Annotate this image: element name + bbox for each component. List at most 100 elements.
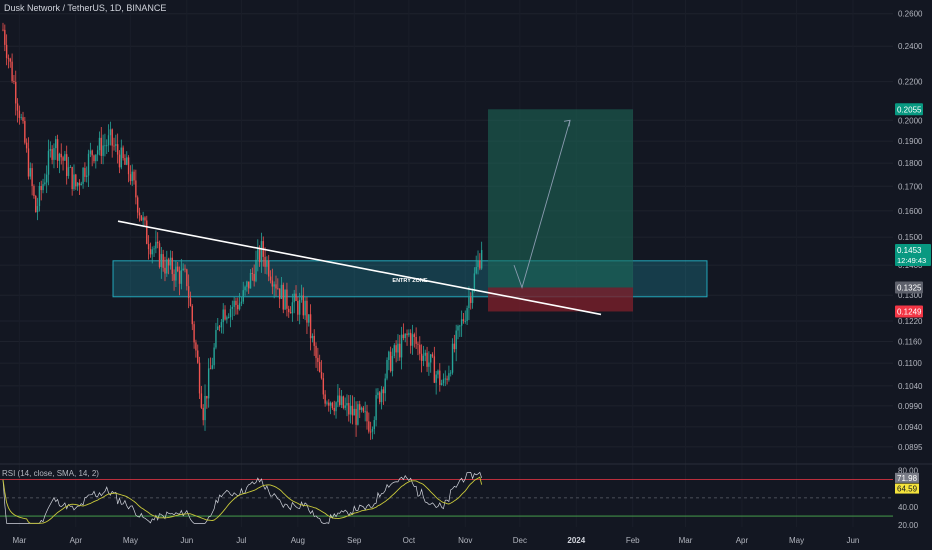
candle-body <box>369 431 372 433</box>
candle-body <box>326 402 328 404</box>
candle-body <box>395 345 397 353</box>
candle-body <box>435 374 437 383</box>
candle-body <box>470 297 472 303</box>
rsi-line <box>2 471 482 524</box>
candle-body <box>280 284 283 299</box>
candlestick-series <box>2 22 483 440</box>
candle-body <box>162 254 164 268</box>
candle-body <box>328 402 330 406</box>
candle-body <box>293 293 295 303</box>
candle-body <box>195 342 197 351</box>
candle-body <box>255 259 257 282</box>
candle-body <box>273 284 275 287</box>
candle-body <box>118 154 121 168</box>
candle-body <box>42 184 44 191</box>
candle-body <box>253 273 255 282</box>
candle-body <box>277 288 279 290</box>
candle-body <box>371 428 374 432</box>
annotation-zones: ENTRY ZONE <box>112 109 708 312</box>
candle-body <box>33 186 35 197</box>
candle-body <box>142 217 144 221</box>
candle-body <box>89 150 92 154</box>
candle-body <box>333 407 335 412</box>
candle-body <box>109 129 112 136</box>
candle-body <box>45 174 48 183</box>
candle-body <box>16 103 19 111</box>
time-tick-label: Oct <box>403 536 416 545</box>
drawing-layer[interactable] <box>117 119 602 316</box>
rsi-tick-label: 80.00 <box>898 467 919 476</box>
candle-body <box>257 248 259 260</box>
time-tick-label: May <box>789 536 804 545</box>
price-tick-label: 0.0940 <box>898 423 923 432</box>
candle-body <box>126 157 128 165</box>
candle-body <box>69 167 72 168</box>
candle-body <box>380 389 383 403</box>
candle-body <box>271 280 274 287</box>
candle-body <box>402 334 405 339</box>
candle-body <box>184 268 186 270</box>
candle-body <box>91 150 93 156</box>
candle-body <box>82 168 84 184</box>
candle-body <box>115 144 117 146</box>
candle-body <box>227 317 230 318</box>
candle-body <box>317 357 319 362</box>
candle-body <box>393 345 395 356</box>
candle-body <box>51 149 53 160</box>
price-tick-label: 0.2400 <box>898 42 923 51</box>
target-price-label: 0.2055 <box>897 105 922 114</box>
candle-body <box>331 402 334 408</box>
candle-body <box>206 395 208 399</box>
candle-body <box>160 254 163 267</box>
candle-body <box>399 343 401 358</box>
candle-body <box>7 57 10 59</box>
candle-body <box>153 248 155 250</box>
price-tick-label: 0.1300 <box>898 291 923 300</box>
candle-body <box>76 182 79 187</box>
candle-body <box>71 167 73 190</box>
candle-body <box>286 289 288 309</box>
candle-body <box>56 139 59 161</box>
candle-body <box>93 155 95 162</box>
candle-body <box>417 343 419 345</box>
candle-body <box>324 394 326 404</box>
time-tick-label: Apr <box>70 536 83 545</box>
candle-body <box>9 58 11 62</box>
candle-body <box>224 309 226 320</box>
candle-body <box>451 343 454 373</box>
candle-body <box>40 186 42 191</box>
time-axis[interactable]: Mar Apr May Jun Jul Aug Sep Oct Nov Dec 2024 Feb Mar… <box>12 536 859 545</box>
candle-body <box>337 395 339 403</box>
candle-body <box>266 260 268 267</box>
stop-price-label-bg <box>895 305 923 318</box>
candle-body <box>384 378 386 394</box>
candle-body <box>320 372 323 379</box>
time-tick-label: May <box>123 536 138 545</box>
candle-body <box>453 343 456 350</box>
candle-body <box>424 352 426 356</box>
candle-body <box>36 206 39 213</box>
price-tick-label: 0.2600 <box>898 10 923 19</box>
candle-body <box>249 273 252 289</box>
candle-body <box>217 326 219 331</box>
candle-body <box>64 154 66 161</box>
candle-body <box>124 158 126 165</box>
candle-body <box>473 273 476 291</box>
candle-body <box>360 407 363 410</box>
candle-body <box>419 344 421 354</box>
candle-body <box>226 317 228 320</box>
candle-body <box>107 135 110 146</box>
time-tick-label: 2024 <box>567 536 585 545</box>
candle-body <box>275 284 277 289</box>
candle-body <box>146 220 148 244</box>
candle-body <box>166 259 168 274</box>
candle-body <box>138 212 141 216</box>
candle-body <box>238 303 241 310</box>
candle-body <box>193 324 195 343</box>
candle-body <box>113 145 115 147</box>
candle-body <box>31 168 33 187</box>
candle-body <box>235 300 237 306</box>
candle-body <box>209 368 212 370</box>
candle-body <box>66 154 68 176</box>
